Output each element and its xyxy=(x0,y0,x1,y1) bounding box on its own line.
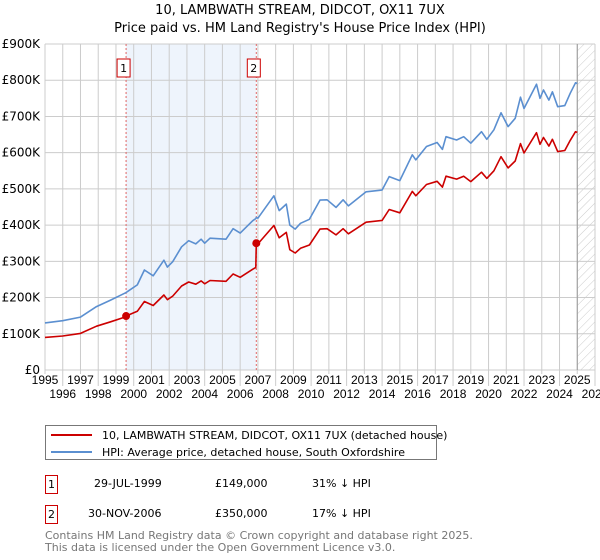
x-tick-label: 1996 xyxy=(49,387,76,401)
future-hatch-region xyxy=(577,44,595,370)
x-tick-label: 2007 xyxy=(245,373,272,387)
x-tick-label: 2010 xyxy=(298,387,325,401)
x-tick-label: 2000 xyxy=(120,387,147,401)
x-tick-label: 2024 xyxy=(546,387,573,401)
x-tick-label: 2023 xyxy=(528,373,555,387)
x-tick-label: 2005 xyxy=(209,373,236,387)
blue-line-swatch xyxy=(51,451,92,453)
sale-point xyxy=(252,239,261,248)
transaction-date: 30-NOV-2006 xyxy=(88,507,162,520)
legend-item-property: 10, LAMBWATH STREAM, DIDCOT, OX11 7UX (d… xyxy=(46,427,447,443)
transaction-marker: 1 xyxy=(45,475,58,494)
footer-licence: This data is licensed under the Open Gov… xyxy=(45,541,396,554)
x-tick-label: 2019 xyxy=(457,373,484,387)
chart-title: 10, LAMBWATH STREAM, DIDCOT, OX11 7UX xyxy=(155,3,445,18)
hpi-series-line xyxy=(44,82,578,324)
x-tick-label: 2011 xyxy=(316,373,342,387)
x-tick-label: 2002 xyxy=(156,387,183,401)
x-tick-label: 2016 xyxy=(404,387,431,401)
transaction-price: £149,000 xyxy=(215,477,268,490)
sale-point xyxy=(122,312,131,321)
sale-period-shading xyxy=(126,44,257,370)
x-tick-label: 2006 xyxy=(227,387,254,401)
transaction-hpi-diff: 17% ↓ HPI xyxy=(312,507,371,520)
sale-label-box xyxy=(246,58,261,78)
legend-item-hpi: HPI: Average price, detached house, Sout… xyxy=(46,444,405,460)
x-tick-label: 2012 xyxy=(333,387,360,401)
x-tick-label: 1997 xyxy=(67,373,94,387)
transaction-marker: 2 xyxy=(45,505,58,524)
y-tick-label: £800K xyxy=(2,73,42,87)
x-tick-label: 2014 xyxy=(369,387,396,401)
x-tick-label: 2003 xyxy=(174,373,201,387)
y-tick-label: £700K xyxy=(2,109,42,123)
x-tick-label: 2021 xyxy=(493,373,520,387)
y-tick-label: £300K xyxy=(2,254,42,268)
y-tick-label: £900K xyxy=(2,37,42,51)
legend: 10, LAMBWATH STREAM, DIDCOT, OX11 7UX (d… xyxy=(45,425,447,460)
transaction-hpi-diff: 31% ↓ HPI xyxy=(312,477,371,490)
x-tick-label: 2015 xyxy=(386,373,413,387)
y-tick-label: £0 xyxy=(25,363,40,377)
x-tick-label: 2004 xyxy=(191,387,218,401)
legend-label: 10, LAMBWATH STREAM, DIDCOT, OX11 7UX (d… xyxy=(102,428,448,442)
y-tick-label: £200K xyxy=(2,291,42,305)
x-tick-label: 2009 xyxy=(280,373,307,387)
x-tick-label: 1999 xyxy=(103,373,130,387)
y-tick-label: £600K xyxy=(2,146,42,160)
x-tick-label: 2013 xyxy=(351,373,378,387)
x-tick-label: 2025 xyxy=(564,373,591,387)
y-tick-label: £500K xyxy=(2,182,42,196)
x-tick-label: 1998 xyxy=(85,387,112,401)
sale-label: 1 xyxy=(120,62,127,75)
y-tick-label: £400K xyxy=(2,218,42,232)
sale-label-box xyxy=(116,58,131,78)
sale-label: 2 xyxy=(250,62,257,75)
transaction-price: £350,000 xyxy=(215,507,268,520)
legend-label: HPI: Average price, detached house, Sout… xyxy=(102,445,405,459)
x-tick-label: 2022 xyxy=(511,387,538,401)
x-tick-label: 2018 xyxy=(440,387,467,401)
transaction-row: 1 29-JUL-1999 £149,000 31% ↓ HPI xyxy=(45,475,445,497)
footer-copyright: Contains HM Land Registry data © Crown c… xyxy=(45,529,473,542)
chart-plot: 1995199619971998199920002001200220032004… xyxy=(2,37,600,401)
x-tick-label: 1995 xyxy=(32,373,59,387)
x-tick-label: 2026 xyxy=(582,387,600,401)
transaction-date: 29-JUL-1999 xyxy=(94,477,162,490)
red-line-swatch xyxy=(51,434,92,436)
x-tick-label: 2001 xyxy=(138,373,165,387)
property-series-line xyxy=(44,130,578,339)
x-tick-label: 2008 xyxy=(262,387,289,401)
chart-subtitle: Price paid vs. HM Land Registry's House … xyxy=(114,21,486,36)
transaction-row: 2 30-NOV-2006 £350,000 17% ↓ HPI xyxy=(45,505,445,527)
y-tick-label: £100K xyxy=(2,327,42,341)
x-tick-label: 2020 xyxy=(475,387,502,401)
x-tick-label: 2017 xyxy=(422,373,449,387)
